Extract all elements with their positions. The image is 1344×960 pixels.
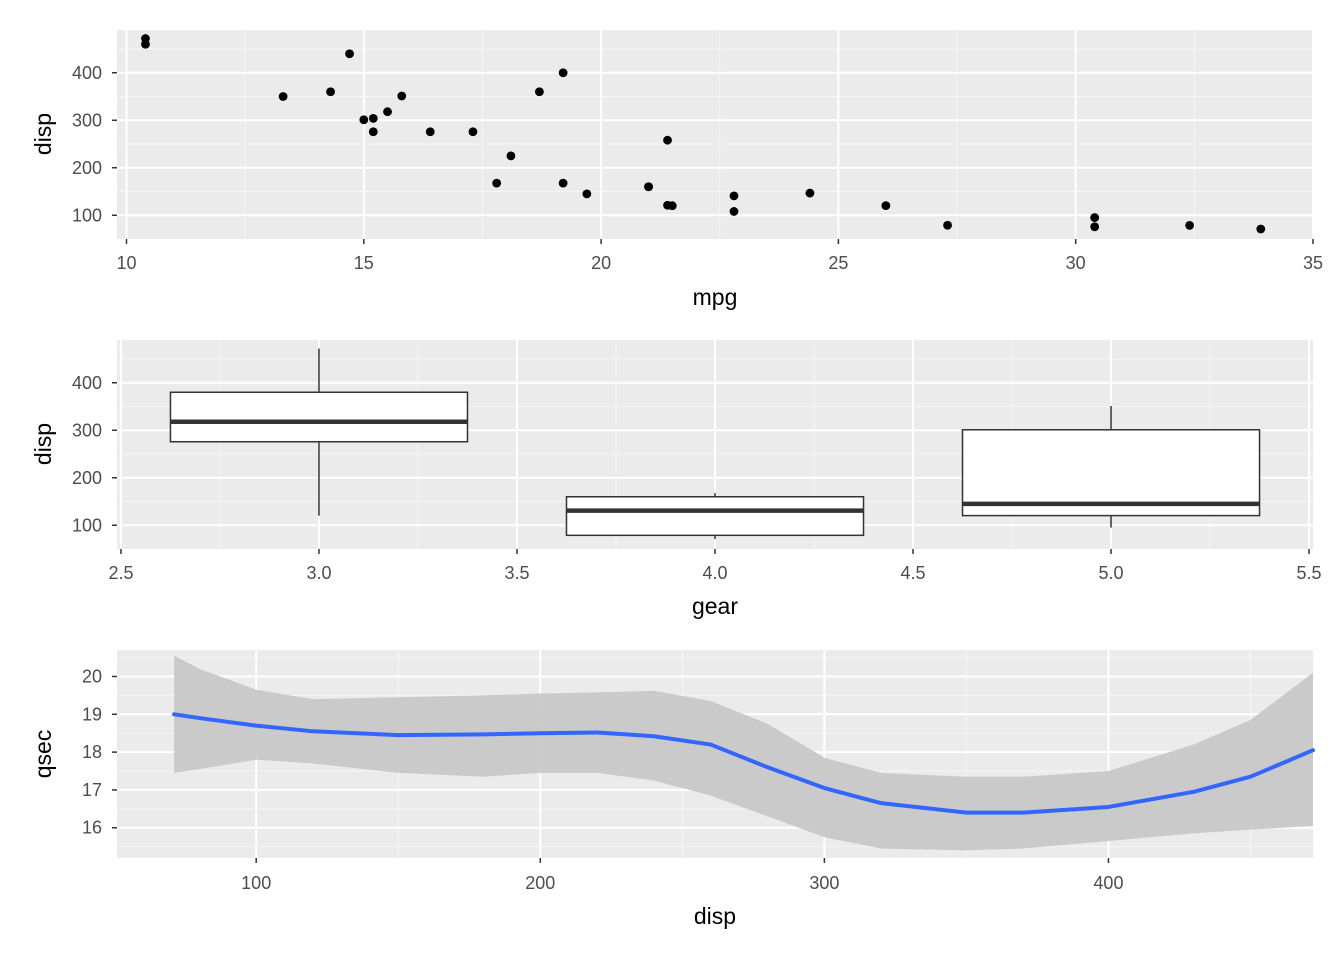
- x-tick-label: 200: [525, 873, 555, 893]
- data-point: [534, 87, 544, 97]
- x-tick-label: 15: [354, 253, 374, 273]
- boxplot-x-tick-labels: 2.5 3.0 3.5 4.0 4.5 5.0 5.5: [108, 563, 1321, 583]
- box: [169, 391, 469, 443]
- data-point: [278, 92, 288, 101]
- smooth-marks: [172, 655, 1315, 851]
- x-tick-label: 4.0: [702, 563, 727, 583]
- x-tick-label: 35: [1303, 253, 1323, 273]
- x-axis-title: disp: [694, 903, 736, 929]
- x-tick-label: 4.5: [900, 563, 925, 583]
- scatter-y-tick-labels: 100 200 300 400: [72, 63, 102, 226]
- data-point: [383, 107, 392, 117]
- x-tick-label: 300: [809, 873, 839, 893]
- boxplot-boxes: [169, 348, 1261, 539]
- box: [565, 496, 865, 537]
- y-tick-label: 20: [82, 666, 102, 686]
- x-tick-label: 400: [1093, 873, 1123, 893]
- y-tick-label: 100: [72, 205, 102, 225]
- data-point: [1256, 224, 1266, 234]
- scatter-chart: 10 15 20 25 30 35 100 200 300 400 mpg di…: [30, 30, 1323, 310]
- x-tick-label: 5.5: [1297, 563, 1322, 583]
- data-point: [558, 178, 568, 188]
- smooth-chart: 100 200 300 400 16 17 18 19 20 disp qsec: [30, 650, 1315, 929]
- scatter-x-tick-labels: 10 15 20 25 30 35: [116, 253, 1323, 273]
- smooth-line: [172, 712, 1315, 815]
- y-tick-label: 17: [82, 780, 102, 800]
- data-point: [729, 207, 739, 216]
- data-point: [582, 189, 592, 199]
- confidence-ribbon: [174, 655, 1313, 851]
- data-point: [558, 68, 568, 78]
- y-tick-label: 100: [72, 515, 102, 535]
- scatter-panel-background: [117, 30, 1313, 239]
- x-tick-label: 5.0: [1099, 563, 1124, 583]
- data-point: [345, 49, 354, 59]
- data-point: [663, 135, 672, 145]
- data-point: [1090, 222, 1100, 232]
- y-axis-title: disp: [30, 423, 56, 465]
- data-point: [1090, 213, 1100, 222]
- x-axis-title: mpg: [693, 284, 738, 310]
- y-tick-label: 400: [72, 373, 102, 393]
- data-point: [663, 200, 672, 210]
- x-tick-label: 20: [591, 253, 611, 273]
- y-tick-label: 200: [72, 468, 102, 488]
- data-point: [468, 127, 478, 137]
- y-tick-label: 16: [82, 818, 102, 838]
- data-point: [425, 127, 435, 137]
- smooth-y-tick-labels: 16 17 18 19 20: [82, 666, 102, 837]
- y-tick-label: 18: [82, 742, 102, 762]
- y-tick-label: 19: [82, 704, 102, 724]
- data-point: [943, 220, 952, 230]
- box: [961, 429, 1261, 517]
- boxplot-chart: 2.5 3.0 3.5 4.0 4.5 5.0 5.5 100 200 300 …: [30, 340, 1322, 619]
- data-point: [326, 87, 335, 97]
- data-point: [492, 178, 502, 188]
- y-axis-title: disp: [30, 113, 56, 155]
- data-point: [141, 39, 150, 49]
- x-tick-label: 100: [241, 873, 271, 893]
- y-tick-label: 300: [72, 420, 102, 440]
- x-tick-label: 3.0: [306, 563, 331, 583]
- boxplot-y-tick-labels: 100 200 300 400: [72, 373, 102, 536]
- data-point: [644, 182, 653, 192]
- x-axis-title: gear: [692, 593, 738, 619]
- scatter-points: [141, 34, 1266, 234]
- data-point: [368, 113, 378, 123]
- data-point: [506, 151, 516, 161]
- x-tick-label: 30: [1066, 253, 1086, 273]
- data-point: [805, 188, 815, 198]
- scatter-gridlines: [117, 30, 1313, 239]
- x-tick-label: 2.5: [108, 563, 133, 583]
- y-tick-label: 200: [72, 158, 102, 178]
- x-tick-label: 25: [828, 253, 848, 273]
- data-point: [1185, 220, 1195, 230]
- y-tick-label: 400: [72, 63, 102, 83]
- x-tick-label: 3.5: [504, 563, 529, 583]
- data-point: [397, 91, 407, 101]
- data-point: [359, 115, 369, 125]
- data-point: [881, 201, 891, 211]
- scatter-gridlines-major: [117, 30, 1314, 239]
- smooth-x-tick-labels: 100 200 300 400: [241, 873, 1123, 893]
- x-tick-label: 10: [116, 253, 136, 273]
- data-point: [368, 127, 378, 137]
- data-point: [729, 191, 739, 201]
- y-axis-title: qsec: [30, 730, 56, 779]
- y-tick-label: 300: [72, 110, 102, 130]
